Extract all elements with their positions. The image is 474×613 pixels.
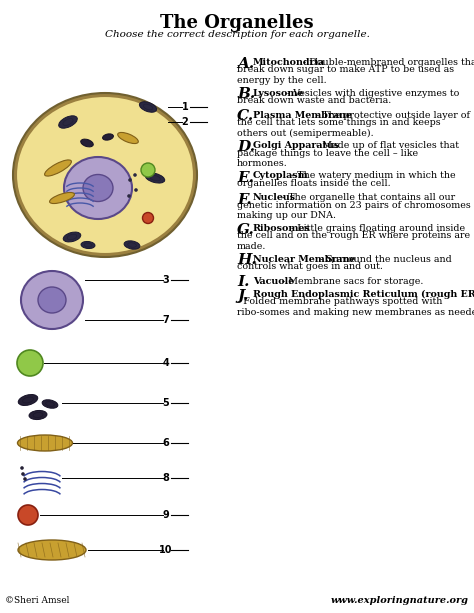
- Text: Cytoplasm: Cytoplasm: [253, 172, 309, 180]
- Text: D.: D.: [237, 140, 255, 154]
- Text: package things to leave the cell – like
hormones.: package things to leave the cell – like …: [237, 148, 418, 168]
- Circle shape: [21, 472, 25, 476]
- Text: - Folded membrane pathways spotted with
ribo-somes and making new membranes as n: - Folded membrane pathways spotted with …: [237, 297, 474, 317]
- Text: Plasma Membrane: Plasma Membrane: [253, 110, 352, 120]
- Circle shape: [141, 163, 155, 177]
- Text: 1: 1: [182, 102, 188, 112]
- Ellipse shape: [59, 116, 77, 128]
- Circle shape: [17, 350, 43, 376]
- Circle shape: [128, 178, 132, 182]
- Text: - Vesicles with digestive enzymes to: - Vesicles with digestive enzymes to: [287, 88, 459, 97]
- Ellipse shape: [21, 271, 83, 329]
- Circle shape: [133, 173, 137, 177]
- Ellipse shape: [18, 395, 38, 405]
- Text: 10: 10: [159, 545, 173, 555]
- Text: 8: 8: [163, 473, 169, 483]
- Circle shape: [134, 188, 138, 192]
- Text: break down waste and bacteria.: break down waste and bacteria.: [237, 96, 391, 105]
- Ellipse shape: [63, 232, 81, 242]
- Text: 3: 3: [163, 275, 169, 285]
- Text: www.exploringnature.org: www.exploringnature.org: [331, 596, 469, 605]
- Ellipse shape: [45, 160, 72, 176]
- Text: Choose the correct description for each organelle.: Choose the correct description for each …: [105, 30, 369, 39]
- Ellipse shape: [16, 96, 194, 254]
- Text: - Little grains floating around inside: - Little grains floating around inside: [291, 224, 465, 233]
- Text: - The watery medium in which the: - The watery medium in which the: [291, 172, 456, 180]
- Text: Rough Endoplasmic Reticulum (rough ER): Rough Endoplasmic Reticulum (rough ER): [253, 290, 474, 299]
- Ellipse shape: [124, 241, 140, 249]
- Text: Ribosomes: Ribosomes: [253, 224, 311, 233]
- Circle shape: [143, 213, 154, 224]
- Text: B.: B.: [237, 88, 255, 102]
- Text: - Made up of flat vesicles that: - Made up of flat vesicles that: [316, 141, 459, 150]
- Ellipse shape: [18, 540, 86, 560]
- Text: genetic information on 23 pairs of chromosomes
making up our DNA.: genetic information on 23 pairs of chrom…: [237, 201, 471, 221]
- Text: H.: H.: [237, 254, 256, 267]
- Circle shape: [127, 194, 131, 198]
- Text: organelles floats inside the cell.: organelles floats inside the cell.: [237, 179, 391, 188]
- Text: Nuclear Membrane: Nuclear Membrane: [253, 254, 356, 264]
- Text: controls what goes in and out.: controls what goes in and out.: [237, 262, 383, 271]
- Text: the cell that lets some things in and keeps
others out (semipermeable).: the cell that lets some things in and ke…: [237, 118, 441, 137]
- Text: Vacuole: Vacuole: [253, 276, 294, 286]
- Ellipse shape: [50, 192, 74, 204]
- Ellipse shape: [118, 132, 138, 143]
- Text: 6: 6: [163, 438, 169, 448]
- Text: - Surround the nucleus and: - Surround the nucleus and: [320, 254, 452, 264]
- Text: 4: 4: [163, 358, 169, 368]
- Ellipse shape: [81, 242, 95, 248]
- Text: 7: 7: [163, 315, 169, 325]
- Text: 2: 2: [182, 117, 188, 127]
- Text: ©Sheri Amsel: ©Sheri Amsel: [5, 596, 69, 605]
- Text: Nucleus: Nucleus: [253, 194, 296, 202]
- Text: Mitochondria: Mitochondria: [253, 58, 325, 67]
- Text: J.: J.: [237, 289, 248, 303]
- Text: Lysosome: Lysosome: [253, 88, 304, 97]
- Text: the cell and on the rough ER where proteins are
made.: the cell and on the rough ER where prote…: [237, 232, 470, 251]
- Text: 9: 9: [163, 510, 169, 520]
- Text: F.: F.: [237, 192, 252, 207]
- Ellipse shape: [81, 139, 93, 147]
- Text: - The protective outside layer of: - The protective outside layer of: [316, 110, 470, 120]
- Text: - Double-membraned organelles that: - Double-membraned organelles that: [303, 58, 474, 67]
- Text: - Membrane sacs for storage.: - Membrane sacs for storage.: [283, 276, 424, 286]
- Circle shape: [18, 505, 38, 525]
- Text: A.: A.: [237, 57, 254, 71]
- Circle shape: [23, 477, 27, 481]
- Text: E.: E.: [237, 170, 254, 185]
- Ellipse shape: [83, 175, 113, 202]
- Text: The Organelles: The Organelles: [160, 14, 314, 32]
- Ellipse shape: [64, 157, 132, 219]
- Ellipse shape: [29, 411, 47, 419]
- Ellipse shape: [102, 134, 113, 140]
- Text: I.: I.: [237, 275, 249, 289]
- Text: 5: 5: [163, 398, 169, 408]
- Ellipse shape: [13, 93, 197, 257]
- Text: break down sugar to make ATP to be used as
energy by the cell.: break down sugar to make ATP to be used …: [237, 66, 454, 85]
- Text: G.: G.: [237, 223, 255, 237]
- Circle shape: [20, 466, 24, 470]
- Ellipse shape: [139, 102, 156, 112]
- Ellipse shape: [42, 400, 58, 408]
- Text: - The organelle that contains all our: - The organelle that contains all our: [283, 194, 456, 202]
- Text: Golgi Apparatus: Golgi Apparatus: [253, 141, 339, 150]
- Ellipse shape: [145, 173, 165, 183]
- Text: C.: C.: [237, 110, 254, 123]
- Ellipse shape: [18, 435, 73, 451]
- Ellipse shape: [38, 287, 66, 313]
